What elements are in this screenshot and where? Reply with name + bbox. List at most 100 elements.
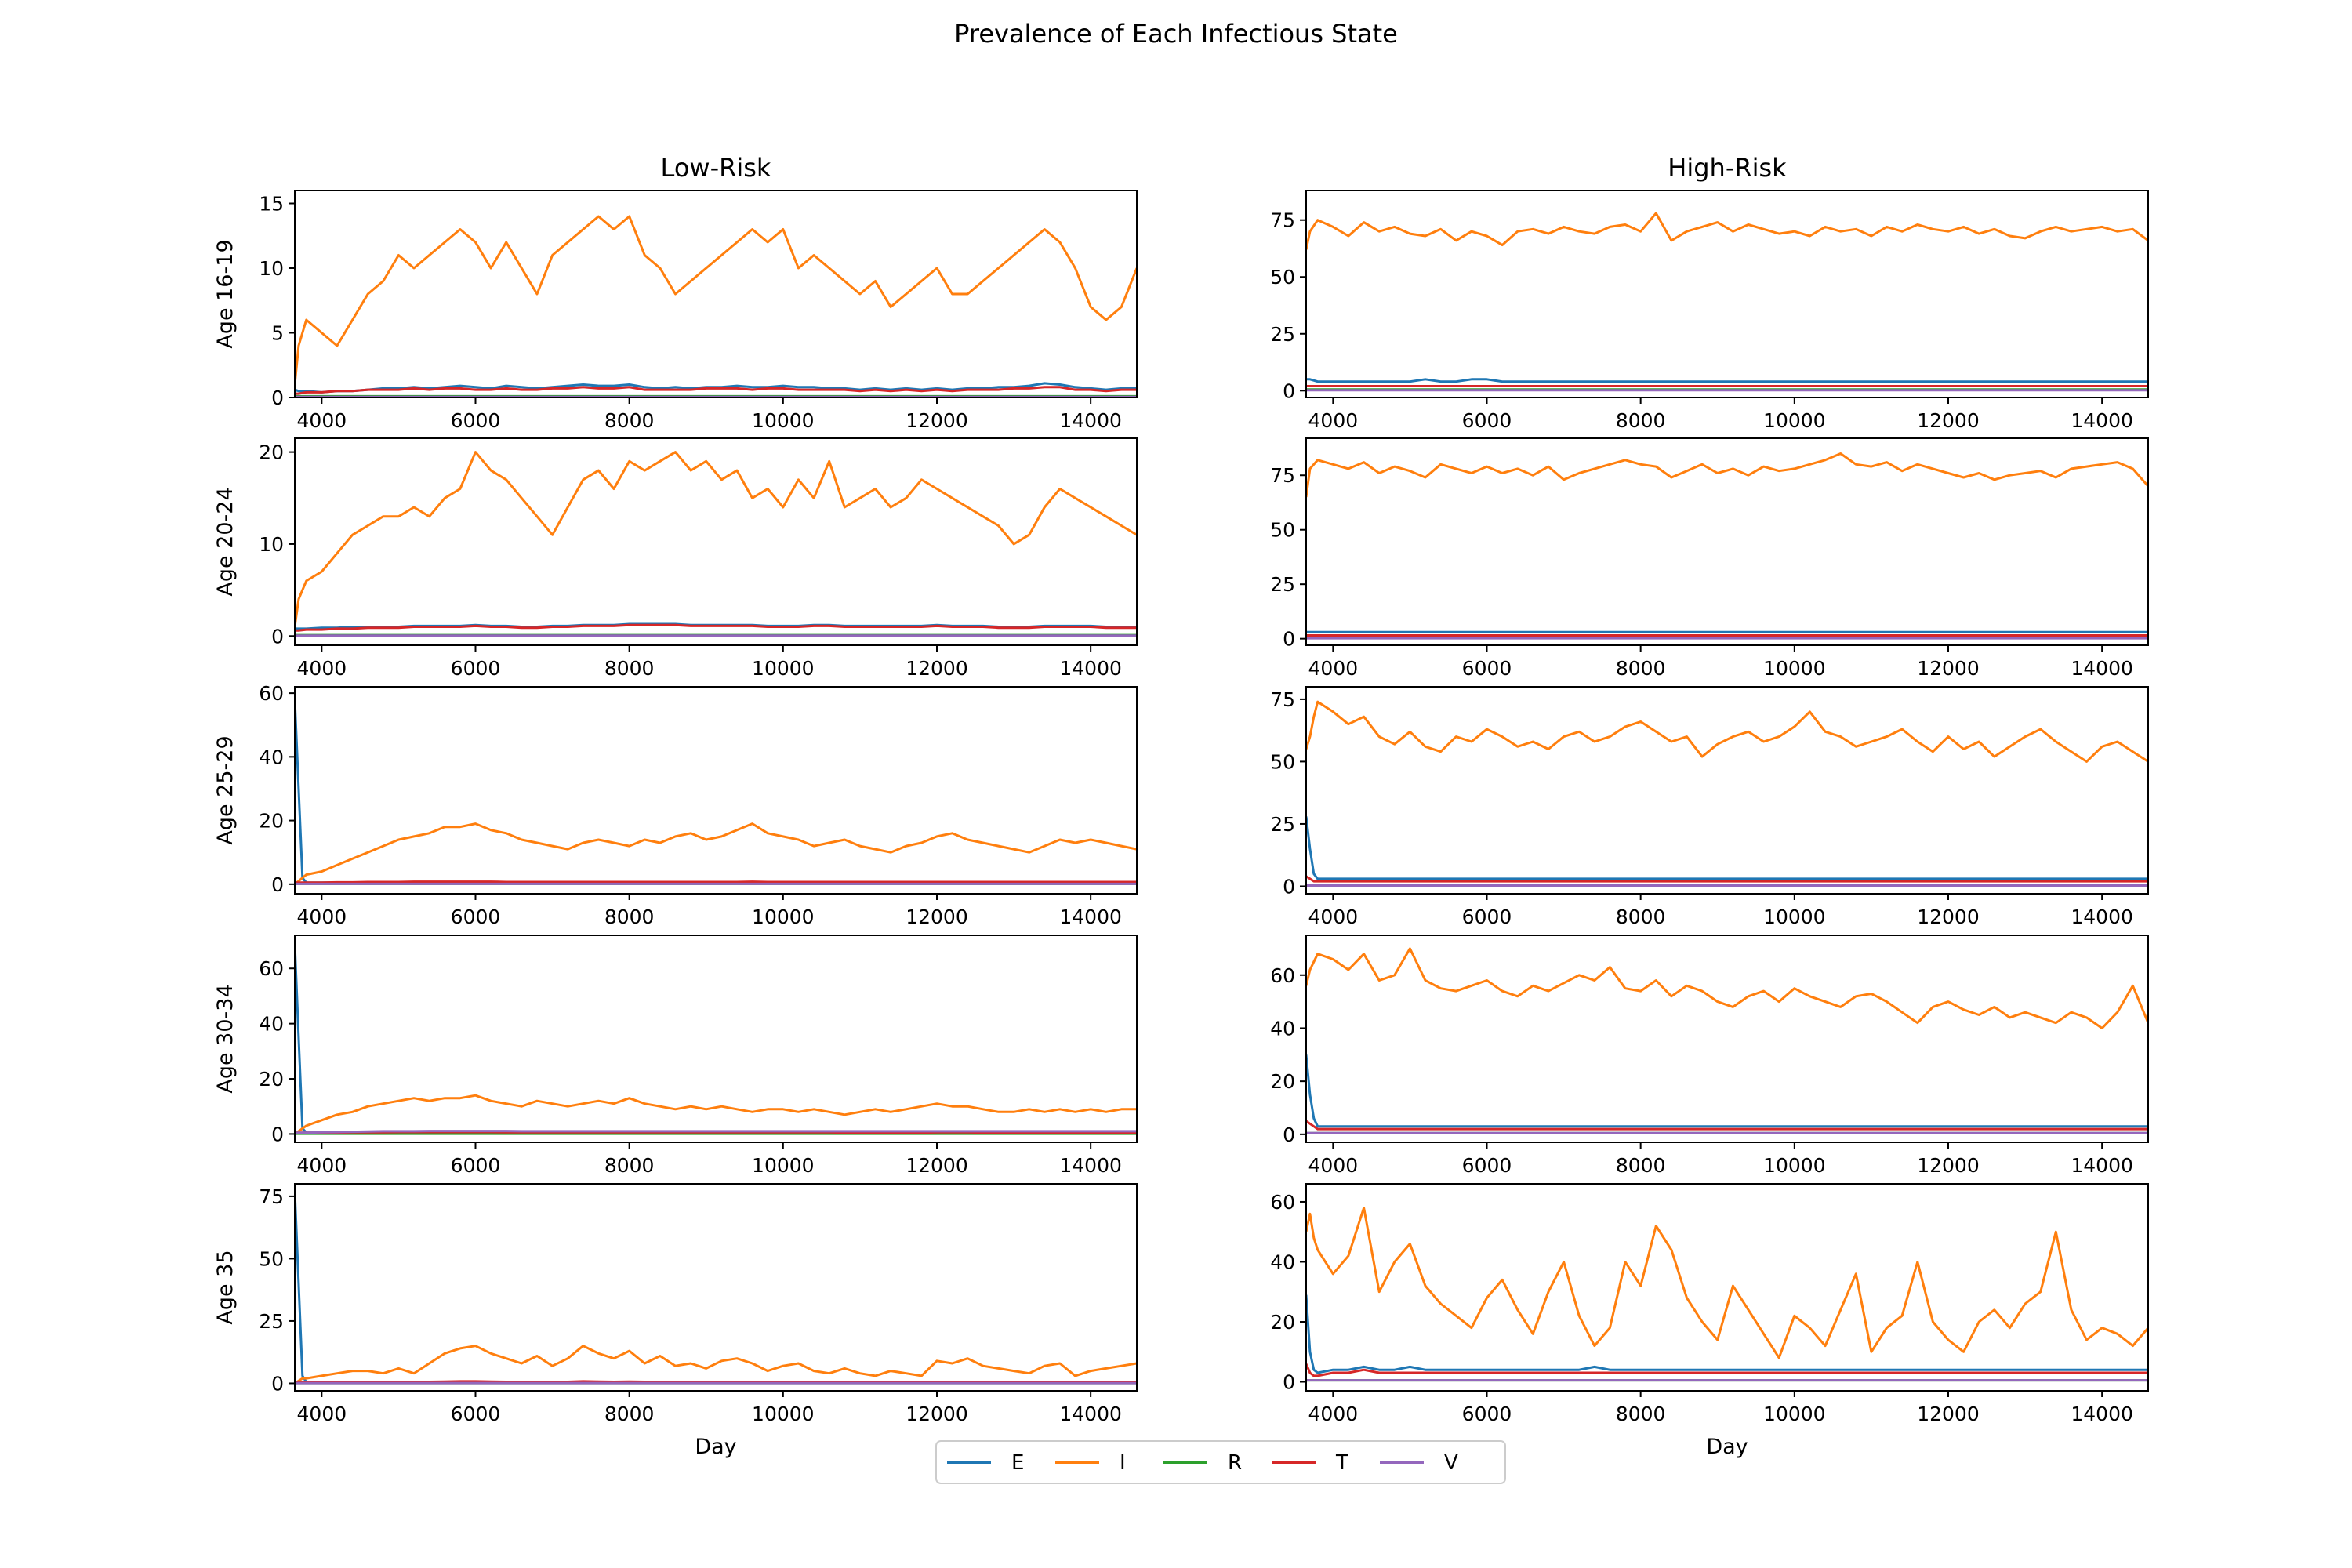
x-tick-label: 12000 — [1917, 1403, 1980, 1425]
x-tick-label: 8000 — [604, 1154, 655, 1177]
series-group — [1306, 452, 2148, 640]
y-tick-label: 20 — [259, 1068, 284, 1091]
y-tick-label: 15 — [259, 193, 284, 216]
series-line-I — [295, 1094, 1137, 1135]
panel-8: 4000 6000 8000 10000 12000 14000 0 20 40 60 — [1270, 935, 2149, 1177]
x-tick-label: 6000 — [1462, 657, 1512, 680]
series-line-I — [1306, 212, 2148, 250]
y-tick-label: 0 — [271, 625, 284, 648]
series-line-E — [1306, 1294, 2148, 1374]
x-tick-label: 12000 — [1917, 906, 1980, 928]
y-tick-label: 60 — [1270, 964, 1295, 987]
x-tick-label: 12000 — [906, 1403, 968, 1425]
axes-frame — [1305, 437, 2149, 646]
y-tick-label: 75 — [1270, 209, 1295, 232]
series-line-I — [295, 1345, 1137, 1385]
column-title: Low-Risk — [661, 153, 771, 183]
panel-4: 4000 6000 8000 10000 12000 14000 0 25 50 75 — [1270, 437, 2149, 680]
x-tick-label: 10000 — [1763, 409, 1826, 432]
series-group — [295, 1191, 1137, 1385]
y-tick-label: 40 — [259, 1013, 284, 1036]
series-line-T — [1306, 875, 2148, 883]
series-line-E — [1306, 1054, 2148, 1128]
figure-title: Prevalence of Each Infectious State — [954, 19, 1398, 49]
y-tick-label: 20 — [1270, 1311, 1295, 1334]
series-line-E — [1306, 816, 2148, 880]
x-tick-label: 8000 — [604, 657, 655, 680]
x-tick-label: 10000 — [752, 409, 815, 432]
x-tick-label: 10000 — [752, 657, 815, 680]
x-tick-label: 6000 — [451, 1154, 501, 1177]
x-tick-label: 4000 — [297, 409, 347, 432]
x-tick-label: 10000 — [1763, 906, 1826, 928]
y-tick-label: 75 — [1270, 688, 1295, 711]
column-title: High-Risk — [1668, 153, 1787, 183]
x-tick-label: 8000 — [604, 1403, 655, 1425]
y-tick-label: 25 — [259, 1310, 284, 1333]
x-tick-label: 6000 — [1462, 1154, 1512, 1177]
y-tick-label: 0 — [1283, 1371, 1295, 1394]
y-tick-label: 0 — [271, 1123, 284, 1145]
panel-2: 4000 6000 8000 10000 12000 14000 0 25 50 75 High-R… — [1270, 153, 2149, 432]
x-tick-label: 10000 — [1763, 1154, 1826, 1177]
axes-frame — [294, 935, 1138, 1143]
x-tick-label: 4000 — [297, 657, 347, 680]
series-group — [1306, 1207, 2148, 1382]
y-tick-label: 0 — [1283, 875, 1295, 898]
axes-frame — [294, 1183, 1138, 1392]
x-tick-label: 6000 — [1462, 409, 1512, 432]
x-tick-label: 14000 — [2071, 1403, 2133, 1425]
x-tick-label: 4000 — [1308, 409, 1359, 432]
y-tick-label: 40 — [1270, 1250, 1295, 1273]
legend-label-E: E — [1011, 1451, 1024, 1475]
axes-frame — [294, 437, 1138, 646]
x-tick-label: 8000 — [604, 906, 655, 928]
y-tick-label: 40 — [1270, 1017, 1295, 1040]
x-tick-label: 14000 — [2071, 657, 2133, 680]
y-tick-label: 25 — [1270, 573, 1295, 596]
series-line-T — [295, 623, 1137, 632]
x-tick-label: 8000 — [1616, 657, 1666, 680]
series-group — [295, 699, 1137, 885]
x-tick-label: 4000 — [297, 1403, 347, 1425]
x-tick-label: 10000 — [752, 1403, 815, 1425]
legend-label-I: I — [1120, 1451, 1126, 1475]
panel-1: 4000 6000 8000 10000 12000 14000 0 5 10 15 Age 16-… — [213, 153, 1138, 432]
panel-5: 4000 6000 8000 10000 12000 14000 0 20 40 60 Age 25… — [213, 682, 1138, 928]
x-axis-label: Day — [695, 1435, 736, 1459]
x-tick-label: 8000 — [604, 409, 655, 432]
axes-frame — [294, 190, 1138, 398]
legend-label-T: T — [1335, 1451, 1348, 1475]
legend-label-V: V — [1444, 1451, 1458, 1475]
y-tick-label: 0 — [1283, 379, 1295, 402]
x-tick-label: 6000 — [451, 409, 501, 432]
x-tick-label: 6000 — [451, 657, 501, 680]
y-tick-label: 50 — [1270, 266, 1295, 289]
x-tick-label: 4000 — [1308, 906, 1359, 928]
x-tick-label: 14000 — [1059, 1154, 1122, 1177]
axes-frame — [1305, 686, 2149, 895]
series-line-T — [295, 880, 1137, 884]
series-line-T — [295, 386, 1137, 395]
series-line-I — [295, 822, 1137, 885]
x-tick-label: 4000 — [297, 906, 347, 928]
x-tick-label: 8000 — [1616, 1403, 1666, 1425]
y-tick-label: 60 — [259, 682, 284, 705]
panel-7: 4000 6000 8000 10000 12000 14000 0 20 40 60 Age 30… — [213, 935, 1138, 1177]
x-tick-label: 14000 — [1059, 1403, 1122, 1425]
x-tick-label: 14000 — [1059, 906, 1122, 928]
series-line-V — [295, 1130, 1137, 1134]
y-tick-label: 0 — [1283, 1123, 1295, 1146]
x-tick-label: 10000 — [752, 906, 815, 928]
x-tick-label: 6000 — [1462, 906, 1512, 928]
y-tick-label: 50 — [1270, 519, 1295, 542]
y-axis-label: Age 35 — [213, 1250, 238, 1324]
y-tick-label: 20 — [259, 441, 284, 464]
y-tick-label: 25 — [1270, 813, 1295, 836]
axes-frame — [1305, 935, 2149, 1143]
x-tick-label: 14000 — [1059, 657, 1122, 680]
y-tick-label: 20 — [1270, 1070, 1295, 1093]
y-tick-label: 40 — [259, 746, 284, 768]
